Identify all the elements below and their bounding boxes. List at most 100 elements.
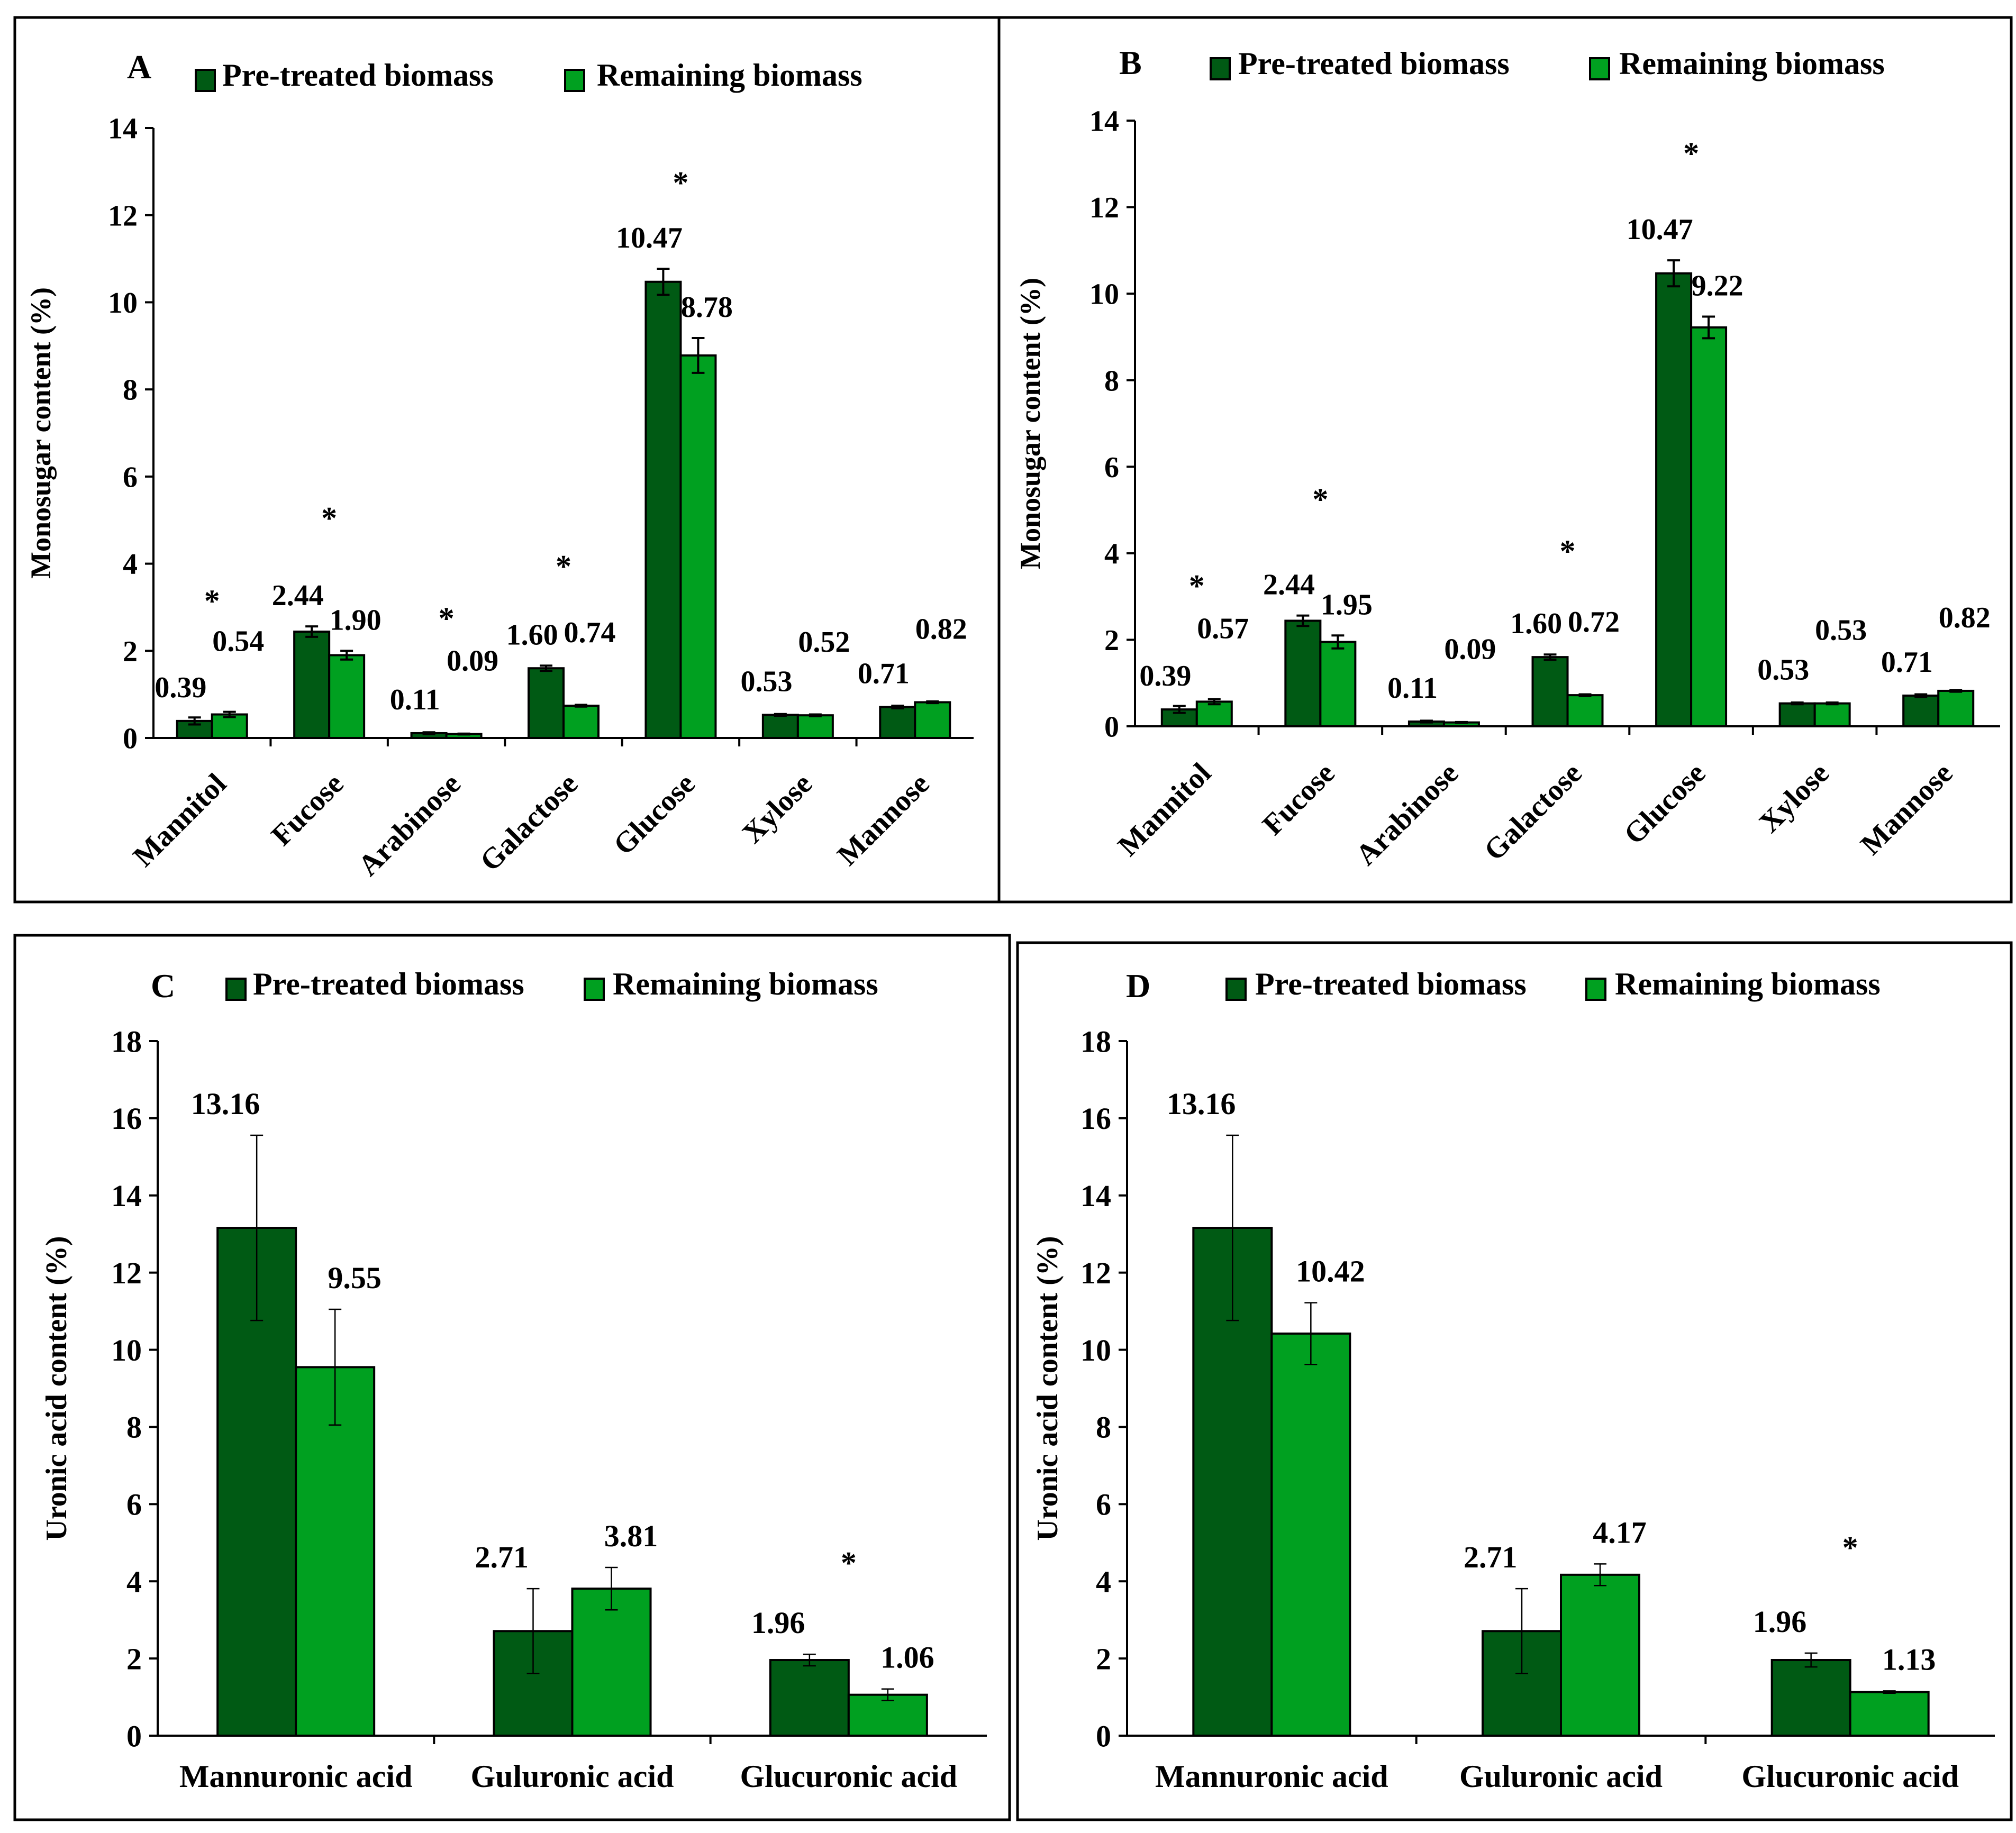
legend-label-pretreated: Pre-treated biomass [1255, 966, 1527, 1001]
bar-pretreated [1770, 1659, 1851, 1737]
significance-marker: * [1189, 569, 1205, 604]
y-axis-label: Monosugar content (%) [1014, 278, 1046, 569]
category-label: Fucose [265, 767, 350, 852]
y-tick-label: 10 [1080, 1333, 1111, 1367]
data-label: 2.71 [475, 1540, 529, 1574]
bar-remaining [1849, 1691, 1930, 1737]
y-tick-label: 2 [123, 635, 138, 668]
data-label: 0.82 [915, 613, 967, 645]
category-label: Mannitol [127, 767, 233, 873]
y-tick-label: 10 [111, 1333, 142, 1367]
y-tick-label: 8 [123, 374, 138, 407]
y-tick-label: 12 [1080, 1256, 1111, 1290]
category-group: 0.390.57 * Mannitol [1112, 569, 1249, 863]
data-label: 0.09 [447, 645, 498, 678]
category-label: Mannuronic acid [1155, 1759, 1388, 1794]
data-label: 1.60 [1510, 607, 1562, 640]
category-group: 1.96 1.13 * Glucuronic acid [1741, 1530, 1959, 1794]
data-label: 2.71 [1464, 1540, 1518, 1574]
y-tick-label: 6 [126, 1488, 142, 1522]
y-tick-label: 4 [126, 1565, 142, 1599]
category-label: Xylose [1753, 756, 1836, 839]
bar-remaining [1195, 700, 1233, 728]
bar-remaining [211, 713, 248, 739]
panel-frame [997, 16, 2013, 904]
legend-swatch-pretreated [1225, 978, 1247, 1001]
panel-frame [1016, 941, 2013, 1821]
data-label: 0.39 [155, 671, 206, 704]
significance-marker: * [841, 1546, 857, 1581]
y-tick-label: 6 [1096, 1488, 1111, 1522]
data-label: 13.16 [1167, 1087, 1236, 1121]
bar-remaining [847, 1693, 928, 1737]
y-tick-label: 0 [126, 1719, 142, 1753]
bar-remaining [1270, 1332, 1351, 1737]
bar-pretreated [1531, 656, 1569, 727]
category-group: 0.390.54 * Mannitol [127, 583, 264, 873]
bar-pretreated [769, 1659, 850, 1737]
data-label: 0.74 [564, 616, 616, 649]
y-tick-label: 2 [126, 1642, 142, 1676]
data-label: 0.09 [1444, 633, 1496, 666]
bar-remaining [914, 701, 951, 740]
data-label: 0.71 [1881, 646, 1933, 679]
data-label: 0.72 [1568, 606, 1620, 639]
category-group: 13.16 9.55 Mannuronic acid [179, 1087, 413, 1794]
data-label: 1.95 [1321, 588, 1373, 621]
y-axis-label: Uronic acid content (%) [1031, 1236, 1064, 1541]
panel-label: D [1126, 967, 1150, 1005]
y-tick-label: 18 [111, 1024, 142, 1059]
bar-remaining [1813, 702, 1851, 727]
bar-remaining [571, 1588, 652, 1737]
y-tick-label: 16 [111, 1101, 142, 1136]
y-axis-label: Uronic acid content (%) [40, 1236, 73, 1541]
y-tick-label: 16 [1080, 1101, 1111, 1136]
y-tick-label: 18 [1080, 1024, 1111, 1059]
legend-label-pretreated: Pre-treated biomass [1238, 46, 1510, 81]
panel-label: C [151, 967, 175, 1005]
data-label: 0.53 [740, 665, 792, 698]
data-label: 0.53 [1815, 614, 1867, 647]
panel-a: A Pre-treated biomass Remaining biomass 0 2 4… [13, 16, 1001, 904]
y-tick-label: 14 [1080, 1179, 1111, 1213]
data-label: 0.11 [390, 683, 440, 716]
panel-b: B Pre-treated biomass Remaining biomass 0 2 4… [997, 16, 2013, 904]
bar-remaining [1690, 326, 1728, 727]
y-tick-label: 6 [1104, 451, 1119, 484]
data-label: 1.90 [330, 604, 382, 636]
data-label: 0.71 [858, 658, 910, 690]
data-label: 8.78 [681, 291, 733, 324]
legend-swatch-pretreated [225, 978, 247, 1001]
legend-swatch-remaining [1589, 57, 1610, 80]
category-label: Glucuronic acid [1741, 1759, 1959, 1794]
legend-label-remaining: Remaining biomass [1615, 966, 1881, 1001]
category-label: Arabinose [352, 767, 467, 882]
category-label: Galactose [474, 767, 584, 878]
y-tick-label: 0 [123, 723, 138, 755]
legend-label-pretreated: Pre-treated biomass [253, 966, 524, 1001]
bar-remaining [328, 654, 366, 740]
data-label: 4.17 [1593, 1515, 1647, 1549]
bar-pretreated [1902, 694, 1940, 727]
y-tick-label: 8 [126, 1410, 142, 1445]
data-label: 2.44 [1263, 569, 1315, 601]
significance-marker: * [1842, 1530, 1858, 1565]
category-label: Guluronic acid [471, 1759, 674, 1794]
bar-pretreated [293, 631, 331, 740]
category-label: Mannuronic acid [179, 1759, 413, 1794]
category-label: Glucuronic acid [740, 1759, 958, 1794]
legend-swatch-remaining [1585, 978, 1606, 1001]
data-label: 9.22 [1692, 269, 1743, 302]
y-tick-label: 14 [1089, 105, 1119, 138]
category-label: Galactose [1478, 756, 1588, 867]
data-label: 10.47 [1627, 213, 1693, 246]
y-tick-label: 12 [111, 1256, 142, 1290]
category-group: 10.47 9.22 * Glucose [1618, 136, 1743, 851]
significance-marker: * [1560, 534, 1576, 569]
category-group: 0.110.09 * Arabinose [352, 601, 498, 882]
data-label: 0.54 [212, 625, 264, 658]
significance-marker: * [439, 601, 455, 636]
bar-remaining [562, 705, 600, 739]
category-group: 0.710.82 Mannose [1855, 601, 1991, 861]
